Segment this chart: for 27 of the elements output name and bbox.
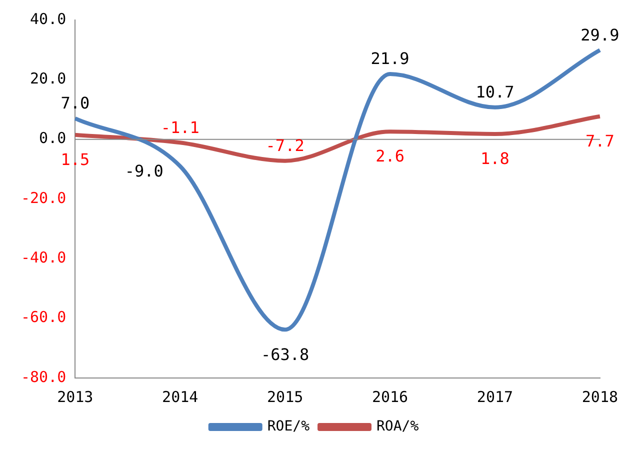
data-label: -9.0 xyxy=(124,161,164,180)
y-tick-label: -60.0 xyxy=(21,308,66,326)
x-tick-label: 2017 xyxy=(476,388,514,406)
legend-label: ROE/% xyxy=(267,418,310,435)
data-label: 1.5 xyxy=(60,150,90,170)
data-label: 7.0 xyxy=(60,94,90,113)
y-tick-label: -80.0 xyxy=(21,368,66,386)
legend-label: ROA/% xyxy=(376,418,420,435)
x-tick-label: 2016 xyxy=(372,388,408,406)
data-label: -63.8 xyxy=(260,344,310,364)
data-label: 29.9 xyxy=(580,25,620,44)
data-label: -1.1 xyxy=(160,118,200,137)
data-label: 10.7 xyxy=(476,82,514,102)
data-label: 21.9 xyxy=(370,49,410,68)
x-tick-label: 2014 xyxy=(162,388,198,406)
data-label: -7.2 xyxy=(266,136,304,155)
y-tick-label: -40.0 xyxy=(21,248,66,267)
y-tick-label: -20.0 xyxy=(21,188,66,207)
x-tick-label: 2018 xyxy=(582,388,618,406)
data-label: 1.8 xyxy=(480,149,510,168)
y-tick-label: 40.0 xyxy=(30,10,66,28)
data-label: 2.6 xyxy=(376,146,404,166)
y-tick-label: 0.0 xyxy=(39,129,66,148)
data-label: 7.7 xyxy=(585,132,614,151)
y-tick-label: 20.0 xyxy=(30,70,66,88)
x-tick-label: 2013 xyxy=(57,388,94,406)
x-tick-label: 2015 xyxy=(267,388,304,406)
